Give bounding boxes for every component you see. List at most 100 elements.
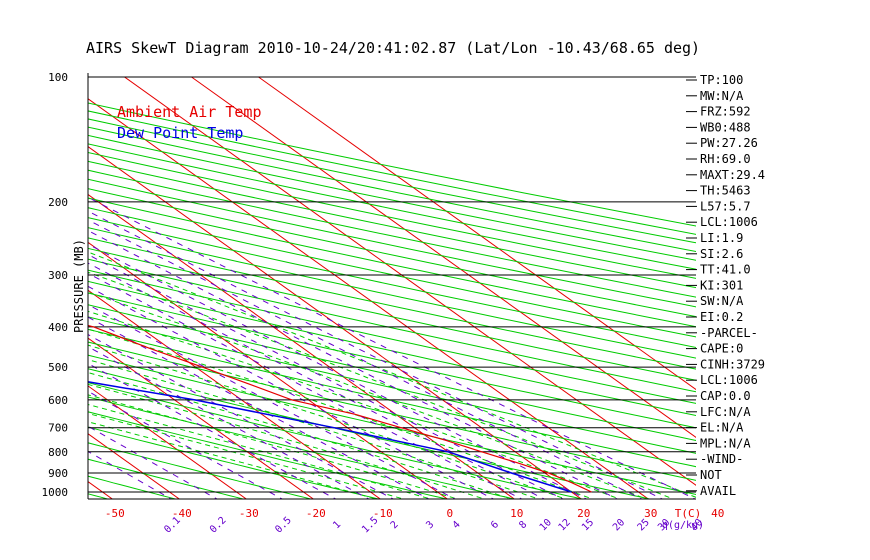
legend-item-temperature: Ambient Air Temp: [117, 103, 262, 121]
isotherm-line: [88, 146, 583, 499]
pressure-axis-ticks: 100 200 300 400 500 600 700 800 900 1000: [42, 71, 69, 499]
bottom-tick-label: 20: [577, 507, 590, 520]
moist-adiabat-line: [88, 344, 567, 499]
mixing-ratio-label: 6: [489, 519, 501, 531]
pressure-tick-label: 800: [48, 446, 68, 459]
bottom-tick-label: 10: [510, 507, 523, 520]
pressure-tick-label: 300: [48, 269, 68, 282]
moist-adiabat-line: [88, 291, 648, 499]
mixing-ratio-line: [88, 210, 664, 499]
mixing-ratio-label: 0.5: [273, 515, 294, 536]
bottom-tick-label: -30: [239, 507, 259, 520]
sounding-index-label: MPL:N/A: [700, 436, 751, 450]
mixing-ratio-lines: [88, 196, 696, 499]
mixing-ratio-label: 20: [611, 517, 627, 533]
dry-adiabat-line: [88, 197, 696, 328]
sounding-index-label: TP:100: [700, 73, 743, 87]
mixing-ratio-label: 12: [557, 517, 573, 533]
mixing-ratio-line: [88, 243, 588, 499]
isotherm-line: [0, 77, 48, 501]
mixing-ratio-label: 8: [517, 519, 529, 531]
bottom-tick-label: -50: [105, 507, 125, 520]
isotherm-line: [88, 193, 516, 499]
mixing-ratio-line: [88, 362, 337, 499]
dry-adiabat-line: [88, 280, 696, 416]
pressure-tick-label: 1000: [42, 486, 69, 499]
dry-adiabat-line: [88, 169, 696, 298]
mixing-ratio-line: [88, 219, 643, 499]
mixing-ratio-line: [88, 316, 430, 499]
mixing-ratio-label: 4: [451, 519, 463, 531]
dry-adiabat-line: [88, 134, 696, 261]
sounding-index-label: CAP:0.0: [700, 389, 751, 403]
dewpoint-profile-line: [88, 381, 572, 493]
dry-adiabat-line: [88, 354, 696, 495]
sounding-index-label: CINH:3729: [700, 357, 765, 371]
mixing-ratio-line: [88, 196, 696, 499]
mixing-ratio-line: [88, 390, 284, 499]
bottom-tick-label: -10: [373, 507, 393, 520]
dry-adiabat-line: [88, 292, 696, 429]
bottom-tick-label: 30: [644, 507, 657, 520]
temperature-profile-line: [88, 324, 592, 493]
sounding-index-label: WB0:488: [700, 120, 751, 134]
pressure-tick-label: 700: [48, 422, 68, 435]
sounding-index-label: RH:69.0: [700, 152, 751, 166]
isotherm-line: [191, 76, 696, 438]
dry-adiabat-line: [88, 237, 696, 370]
dry-adiabat-line: [88, 316, 696, 454]
bottom-tick-label: -40: [172, 507, 192, 520]
mixing-ratio-line: [88, 333, 395, 499]
profile-series: [88, 324, 592, 493]
dry-adiabat-line: [88, 188, 696, 318]
sounding-index-label: LI:1.9: [700, 231, 743, 245]
mixing-ratio-line: [88, 262, 546, 499]
sounding-index-label: FRZ:592: [700, 105, 751, 119]
sounding-index-label: AVAIL: [700, 484, 736, 498]
isobar-lines: [88, 76, 696, 493]
mixing-ratio-line: [88, 346, 370, 499]
sounding-index-label: MAXT:29.4: [700, 168, 765, 182]
dry-adiabat-line: [0, 77, 47, 501]
moist-adiabat-line: [88, 328, 594, 499]
sounding-index-label: -PARCEL-: [700, 326, 758, 340]
pressure-tick-label: 500: [48, 361, 68, 374]
mixing-ratio-unit-label: q(g/kg): [662, 520, 704, 531]
sounding-index-label: TH:5463: [700, 184, 751, 198]
dry-adiabat-line: [88, 217, 696, 348]
bottom-tick-label: 40: [711, 507, 724, 520]
pressure-tick-label: 200: [48, 196, 68, 209]
dry-adiabat-line: [88, 442, 313, 499]
mixing-ratio-label: 3: [424, 519, 436, 531]
mixing-ratio-label: 10: [538, 517, 554, 533]
moist-adiabat-line: [88, 421, 379, 499]
sounding-index-label: EL:N/A: [700, 421, 744, 435]
dry-adiabat-line: [88, 143, 696, 270]
dry-adiabat-line: [88, 152, 696, 279]
dry-adiabat-line: [88, 341, 696, 481]
mixing-ratio-line: [88, 425, 218, 499]
bottom-tick-label: 0: [446, 507, 453, 520]
pressure-tick-label: 100: [48, 71, 68, 84]
mixing-ratio-line: [88, 272, 523, 499]
sounding-index-label: LCL:1006: [700, 215, 758, 229]
sounding-index-label: LCL:1006: [700, 373, 758, 387]
moist-adiabat-line: [88, 310, 621, 499]
sounding-index-label: PW:27.26: [700, 136, 758, 150]
dry-adiabat-line: [88, 304, 696, 441]
dry-adiabat-line: [88, 382, 585, 499]
dry-adiabat-line: [88, 368, 652, 499]
dry-adiabat-lines: [0, 77, 696, 501]
mixing-ratio-line: [88, 229, 619, 499]
sounding-index-label: LFC:N/A: [700, 405, 751, 419]
dry-adiabat-line: [88, 493, 110, 499]
mixing-ratio-line: [88, 285, 495, 499]
bottom-tick-label: -20: [306, 507, 326, 520]
plot-area: [0, 76, 696, 501]
moist-adiabat-line: [88, 251, 696, 498]
isotherm-line: [88, 241, 449, 499]
sounding-index-label: CAPE:0: [700, 342, 743, 356]
dry-adiabat-line: [88, 269, 696, 404]
